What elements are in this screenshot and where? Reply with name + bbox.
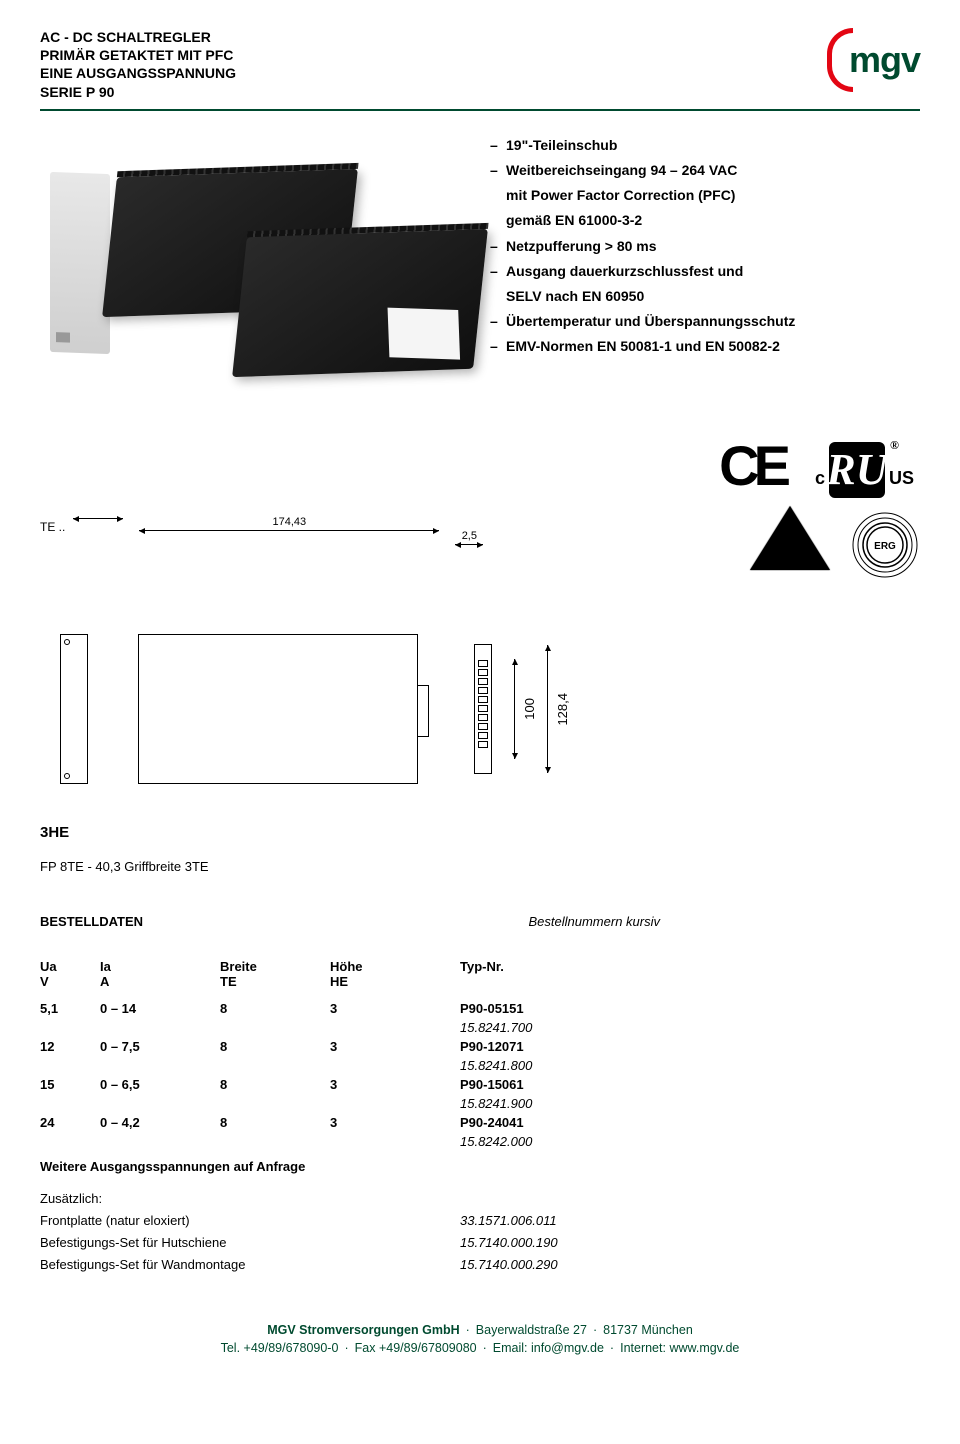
ul-symbol: RU	[829, 442, 885, 498]
ul-c: c	[815, 468, 825, 489]
footer-city: 81737 München	[603, 1323, 693, 1337]
warranty-years: 3	[754, 522, 826, 548]
fp-spec: FP 8TE - 40,3 Griffbreite 3TE	[40, 859, 920, 874]
ul-us: US	[889, 468, 914, 489]
footer-fax-label: Fax	[355, 1341, 376, 1355]
additional-row: Frontplatte (natur eloxiert)33.1571.006.…	[40, 1210, 920, 1232]
additional-row: Befestigungs-Set für Hutschiene15.7140.0…	[40, 1232, 920, 1254]
warranty-label: Jahre	[754, 548, 826, 559]
footer-tel: +49/89/678090-0	[244, 1341, 339, 1355]
table-row-article: 15.8241.900	[40, 1094, 920, 1113]
col-ua: UaV	[40, 957, 100, 999]
table-row-article: 15.8241.800	[40, 1056, 920, 1075]
feature-item: –Übertemperatur und Überspannungsschutz	[490, 309, 795, 334]
feature-item: –Ausgang dauerkurzschlussfest und	[490, 259, 795, 284]
feature-list: –19"-Teileinschub–Weitbereichseingang 94…	[490, 133, 795, 403]
product-photo	[40, 133, 470, 403]
additional-title: Zusätzlich:	[40, 1188, 920, 1210]
table-row: 150 – 6,583P90-15061	[40, 1075, 920, 1094]
dim-te-label: TE ..	[40, 520, 65, 534]
device-label-sticker	[388, 307, 461, 359]
footer-company: MGV Stromversorgungen GmbH	[267, 1323, 459, 1337]
device-render	[232, 229, 488, 377]
col-ia: IaA	[100, 957, 220, 999]
warranty-badge-icon: 3 Jahre Garantie!	[754, 510, 826, 616]
more-voltages-note: Weitere Ausgangsspannungen auf Anfrage	[40, 1159, 920, 1174]
dimension-annotations: TE .. 174,43 2,5	[40, 510, 694, 534]
title-line: EINE AUSGANGSSPANNUNG	[40, 64, 236, 82]
additional-row: Befestigungs-Set für Wandmontage15.7140.…	[40, 1254, 920, 1276]
table-row-article: 15.8242.000	[40, 1132, 920, 1151]
footer-tel-label: Tel.	[221, 1341, 240, 1355]
svg-text:ERG: ERG	[874, 541, 896, 552]
col-hoehe: HöheHE	[330, 957, 460, 999]
dim-offset: 2,5	[462, 530, 477, 542]
dim-height-inner: 100	[522, 698, 537, 720]
page-footer: MGV Stromversorgungen GmbH·Bayerwaldstra…	[40, 1321, 920, 1359]
header-rule	[40, 109, 920, 111]
logo-text: mgv	[849, 39, 920, 81]
title-line: SERIE P 90	[40, 83, 236, 101]
side-view-drawing	[138, 634, 418, 784]
feature-item: –Netzpufferung > 80 ms	[490, 234, 795, 259]
front-panel-render	[50, 172, 110, 354]
mgv-logo: mgv	[827, 28, 920, 92]
dim-depth: 174,43	[273, 516, 307, 528]
feature-item: –19"-Teileinschub	[490, 133, 795, 158]
feature-item: SELV nach EN 60950	[490, 284, 795, 309]
ce-mark-icon: CE	[719, 433, 785, 498]
footer-web-label: Internet:	[620, 1341, 666, 1355]
footer-street: Bayerwaldstraße 27	[476, 1323, 587, 1337]
feature-item: –EMV-Normen EN 50081-1 und EN 50082-2	[490, 334, 795, 359]
erg-badge-icon: ERG	[850, 510, 920, 580]
order-data-title: BESTELLDATEN	[40, 914, 143, 929]
title-line: PRIMÄR GETAKTET MIT PFC	[40, 46, 236, 64]
additional-items: Zusätzlich: Frontplatte (natur eloxiert)…	[40, 1188, 920, 1276]
feature-item: mit Power Factor Correction (PFC)	[490, 183, 795, 208]
order-table: UaV IaA BreiteTE HöheHE Typ-Nr. 5,10 – 1…	[40, 957, 920, 1151]
title-line: AC - DC SCHALTREGLER	[40, 28, 236, 46]
table-row: 240 – 4,283P90-24041	[40, 1113, 920, 1132]
front-view-drawing	[60, 634, 88, 784]
warranty-label: Garantie!	[754, 559, 826, 570]
feature-item: –Weitbereichseingang 94 – 264 VAC	[490, 158, 795, 183]
col-typ: Typ-Nr.	[460, 957, 920, 999]
feature-item: gemäß EN 61000-3-2	[490, 208, 795, 233]
footer-fax: +49/89/67809080	[379, 1341, 477, 1355]
dim-height-outer: 128,4	[555, 693, 570, 726]
vertical-dimensions: 100 128,4	[514, 634, 570, 784]
table-row: 120 – 7,583P90-12071	[40, 1037, 920, 1056]
footer-email-label: Email:	[493, 1341, 528, 1355]
col-breite: BreiteTE	[220, 957, 330, 999]
connector-drawing	[468, 634, 508, 784]
section-height-label: 3HE	[40, 824, 920, 841]
page-title-block: AC - DC SCHALTREGLER PRIMÄR GETAKTET MIT…	[40, 28, 236, 101]
ul-mark-icon: c RU US	[815, 442, 914, 498]
order-note: Bestellnummern kursiv	[529, 914, 661, 945]
table-row-article: 15.8241.700	[40, 1018, 920, 1037]
footer-email: info@mgv.de	[531, 1341, 604, 1355]
footer-web: www.mgv.de	[669, 1341, 739, 1355]
technical-drawings: 100 128,4	[60, 634, 920, 784]
table-row: 5,10 – 1483P90-05151	[40, 999, 920, 1018]
